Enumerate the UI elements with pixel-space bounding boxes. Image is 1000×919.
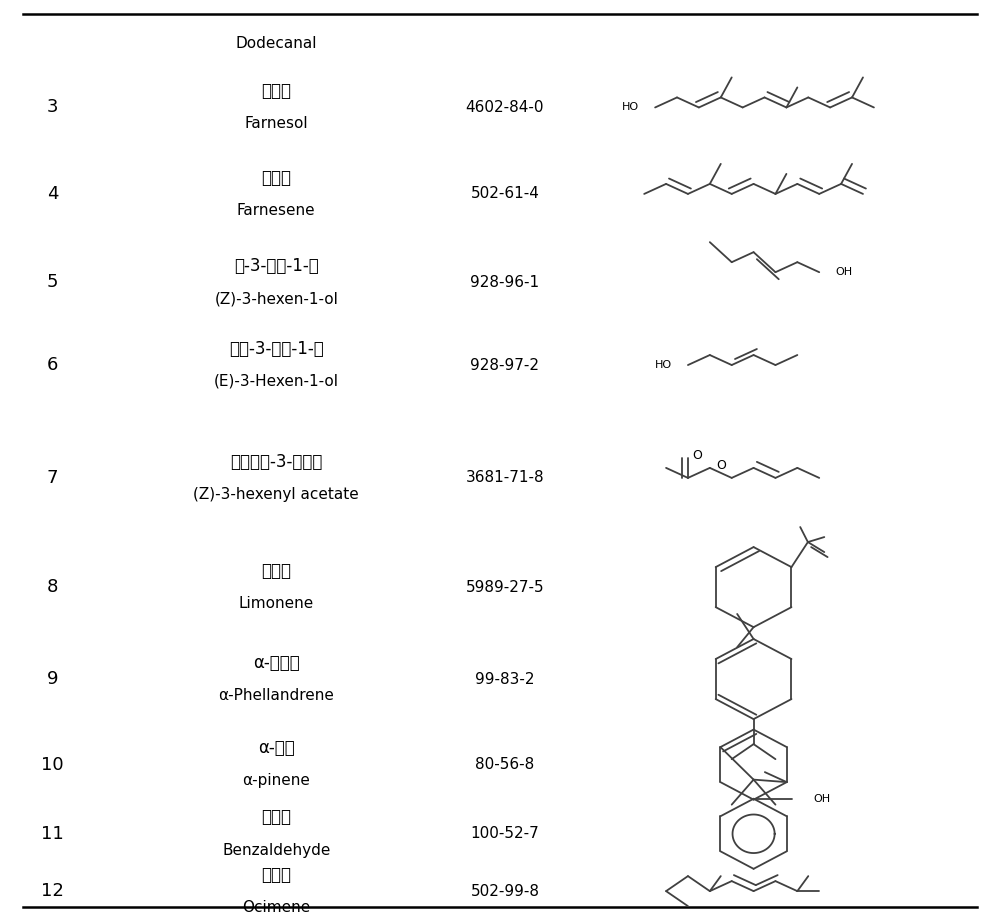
Text: 12: 12 — [41, 882, 64, 900]
Text: α-Phellandrene: α-Phellandrene — [218, 688, 334, 703]
Text: 8: 8 — [47, 578, 58, 596]
Text: Limonene: Limonene — [239, 596, 314, 611]
Text: 99-83-2: 99-83-2 — [475, 672, 535, 686]
Text: HO: HO — [622, 102, 639, 112]
Text: O: O — [716, 460, 726, 472]
Text: 3681-71-8: 3681-71-8 — [466, 471, 544, 485]
Text: α-pinene: α-pinene — [242, 774, 310, 789]
Text: 10: 10 — [41, 755, 64, 774]
Text: Dodecanal: Dodecanal — [236, 36, 317, 51]
Text: 柠檬烯: 柠檬烯 — [261, 562, 291, 580]
Text: HO: HO — [654, 360, 672, 370]
Text: 928-97-2: 928-97-2 — [470, 357, 539, 372]
Text: α-派烯: α-派烯 — [258, 739, 295, 757]
Text: 乙酸顺式-3-己烯酯: 乙酸顺式-3-己烯酯 — [230, 452, 322, 471]
Text: 罗勒烯: 罗勒烯 — [261, 866, 291, 884]
Text: Benzaldehyde: Benzaldehyde — [222, 843, 330, 857]
Text: 反式-3-己烯-1-醇: 反式-3-己烯-1-醇 — [229, 340, 324, 357]
Text: 9: 9 — [47, 670, 58, 688]
Text: Ocimene: Ocimene — [242, 900, 310, 915]
Text: OH: OH — [836, 267, 853, 278]
Text: 502-61-4: 502-61-4 — [471, 187, 539, 201]
Text: 502-99-8: 502-99-8 — [470, 884, 539, 899]
Text: 顺-3-己烯-1-醇: 顺-3-己烯-1-醇 — [234, 256, 319, 275]
Text: 6: 6 — [47, 356, 58, 374]
Text: 11: 11 — [41, 824, 64, 843]
Text: α-水芊烯: α-水芊烯 — [253, 653, 300, 672]
Text: 80-56-8: 80-56-8 — [475, 757, 535, 772]
Text: O: O — [692, 449, 702, 462]
Text: (Z)-3-hexenyl acetate: (Z)-3-hexenyl acetate — [193, 487, 359, 502]
Text: 3: 3 — [47, 98, 58, 117]
Text: 法尼烯: 法尼烯 — [261, 168, 291, 187]
Text: 5: 5 — [47, 273, 58, 291]
Text: 4602-84-0: 4602-84-0 — [466, 100, 544, 115]
Text: Farnesol: Farnesol — [244, 117, 308, 131]
Text: 4: 4 — [47, 185, 58, 203]
Text: 7: 7 — [47, 469, 58, 487]
Text: (E)-3-Hexen-1-ol: (E)-3-Hexen-1-ol — [214, 374, 339, 389]
Text: 5989-27-5: 5989-27-5 — [466, 580, 544, 595]
Text: 928-96-1: 928-96-1 — [470, 275, 540, 289]
Text: 苯甲醒: 苯甲醒 — [261, 809, 291, 826]
Text: 法尼醇: 法尼醇 — [261, 82, 291, 100]
Text: 100-52-7: 100-52-7 — [471, 826, 539, 841]
Text: (Z)-3-hexen-1-ol: (Z)-3-hexen-1-ol — [214, 291, 338, 306]
Text: Farnesene: Farnesene — [237, 203, 316, 218]
Text: OH: OH — [814, 794, 831, 804]
